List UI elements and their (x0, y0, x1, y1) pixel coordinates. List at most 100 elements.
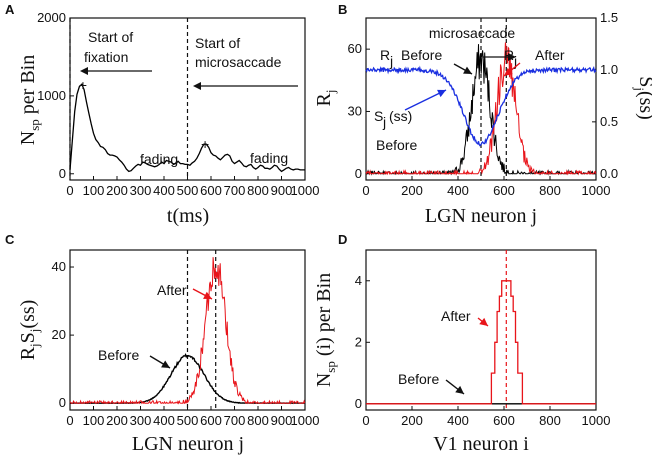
panel-a-label-fading-1: fading (140, 151, 178, 167)
panel-a-label-start-microsaccade-1: Start of (195, 35, 240, 51)
panel-d-ytick-label: 2 (355, 334, 362, 349)
panel-b-ylabel-left: Rj (313, 90, 338, 107)
panel-d-before-arrow-head (455, 385, 464, 394)
panel-b-sj-arrow-head (437, 89, 446, 98)
panel-d-after-arrow-head (479, 317, 488, 326)
panel-d-xtick-label: 400 (447, 413, 469, 428)
panel-d-xtick-label: 200 (401, 413, 423, 428)
panel-b-ytick-label: 60 (348, 41, 362, 56)
panel-b-label-rj-before-r: R (380, 47, 390, 63)
panel-a-xtick-label: 1000 (291, 183, 320, 198)
panel-d-xtick-label: 600 (493, 413, 515, 428)
panel-d-xtick-label: 800 (539, 413, 561, 428)
panel-a-peak-marker-1: + (201, 136, 209, 152)
panel-b-label-sj-before: Before (376, 137, 417, 153)
panel-d: D 0 200 400 600 800 1000 0 2 4 Before After V1 neuro… (313, 232, 610, 455)
panel-a-xtick-label: 200 (106, 183, 128, 198)
panel-a-series-line (69, 83, 305, 173)
panel-d-xtick-label: 0 (362, 413, 369, 428)
panel-d-frame (365, 249, 597, 411)
panel-b-label-rj-before-sub: j (389, 53, 393, 69)
panel-letter-b: B (338, 2, 347, 17)
panel-letter-a: A (5, 2, 15, 17)
panel-a-ytick-label: 2000 (37, 10, 66, 25)
panel-b-ytick-label: 30 (348, 103, 362, 118)
panel-a-peak-marker-0: + (79, 77, 87, 93)
panel-b-xtick-label: 600 (493, 183, 515, 198)
panel-c-xlabel: LGN neuron j (132, 433, 244, 455)
panel-b-xtick-label: 800 (539, 183, 561, 198)
panel-a-ylabel: Nsp per Bin (17, 55, 42, 145)
panel-b-ytick-right-label: 0.0 (600, 166, 618, 181)
panel-b-ytick-label: 0 (355, 166, 362, 181)
panel-b-xtick-label: 0 (362, 183, 369, 198)
panel-d-ylabel: Nsp (i) per Bin (313, 273, 338, 387)
panel-a-xtick-label: 900 (271, 183, 293, 198)
panel-a: A0 100 200 300 400 500 600 700 800 90010000100020… (5, 2, 319, 227)
panel-c-xtick-label: 400 (153, 413, 175, 428)
panel-letter-c: C (5, 232, 15, 247)
panel-c-ylabel: RjSj(ss) (17, 300, 42, 361)
panel-a-xtick-label: 0 (66, 183, 73, 198)
panel-b-rj-after-arrow-head (504, 67, 513, 76)
panel-c-xtick-label: 300 (130, 413, 152, 428)
panel-c-ytick-label: 0 (59, 395, 66, 410)
panel-b-ytick-right-label: 1.0 (600, 62, 618, 77)
panel-c-xtick-label: 800 (247, 413, 269, 428)
panel-a-xtick-label: 400 (153, 183, 175, 198)
panel-a-xtick-label: 100 (83, 183, 105, 198)
panel-c-xtick-label: 1000 (291, 413, 320, 428)
panel-a-xtick-label: 300 (130, 183, 152, 198)
panel-d-ytick-label: 4 (355, 273, 362, 288)
panel-d-label-after: After (441, 308, 471, 324)
panel-a-xtick-label: 800 (247, 183, 269, 198)
panel-a-ytick-label: 1000 (37, 88, 66, 103)
panel-b-ytick-right-label: 0.5 (600, 114, 618, 129)
panel-c-ytick-label: 20 (52, 327, 66, 342)
panel-b-xtick-label: 400 (447, 183, 469, 198)
panel-d-label-before: Before (398, 371, 439, 387)
panel-b-label-sj-ss: (ss) (389, 108, 412, 124)
panel-d-ytick-label: 0 (355, 396, 362, 411)
panel-b-label-rj-before-text: Before (401, 47, 442, 63)
panel-b-label-rj-after-r: R (504, 47, 514, 63)
panel-b-series-rj-after (365, 42, 597, 176)
panel-c-label-before: Before (98, 347, 139, 363)
panel-c-xtick-label: 500 (177, 413, 199, 428)
panel-b-label-rj-after-text: After (535, 47, 565, 63)
panel-c-xtick-label: 100 (83, 413, 105, 428)
panel-c-label-after: After (157, 282, 187, 298)
panel-b-series-sj-before (365, 65, 597, 147)
panel-a-label-start-fixation-1: Start of (88, 29, 133, 45)
panel-b-rj-before-arrow-head (463, 66, 472, 74)
panel-a-xtick-label: 500 (177, 183, 199, 198)
panel-a-label-start-fixation-2: fixation (84, 49, 128, 65)
panel-c-xtick-label: 700 (224, 413, 246, 428)
panel-c-xtick-label: 0 (66, 413, 73, 428)
panel-b: B 0 200 400 600 800 1000 0 30 60 0.0 0.5 1.0 1.5 micro… (313, 2, 652, 227)
panel-c-after-arrow-head (203, 291, 212, 299)
panel-c-before-arrow-head (161, 360, 170, 368)
panel-b-xtick-label: 1000 (582, 183, 611, 198)
panel-d-xlabel: V1 neuron i (433, 433, 529, 455)
panel-a-label-fading-2: fading (250, 150, 288, 166)
panel-d-xtick-label: 1000 (582, 413, 611, 428)
panel-a-fixation-arrowhead (80, 67, 88, 75)
panel-c-xtick-label: 900 (271, 413, 293, 428)
panel-d-series-after (366, 280, 596, 405)
panel-b-label-microsaccade: microsaccade (429, 25, 516, 41)
panel-a-ytick-label: 0 (59, 166, 66, 181)
panel-c-ytick-label: 40 (52, 259, 66, 274)
panel-a-label-start-microsaccade-2: microsaccade (195, 54, 282, 70)
panel-b-ylabel-right: Sj(ss) (632, 76, 652, 120)
panel-c-xtick-label: 200 (106, 413, 128, 428)
panel-b-label-rj-after-sub: j (513, 53, 517, 69)
panel-b-label-sj-s: S (374, 108, 383, 124)
panel-letter-d: D (338, 232, 347, 247)
panel-b-xtick-label: 200 (401, 183, 423, 198)
panel-a-xlabel: t(ms) (167, 205, 209, 227)
panel-b-ytick-right-label: 1.5 (600, 10, 618, 25)
panel-a-xtick-label: 600 (200, 183, 222, 198)
